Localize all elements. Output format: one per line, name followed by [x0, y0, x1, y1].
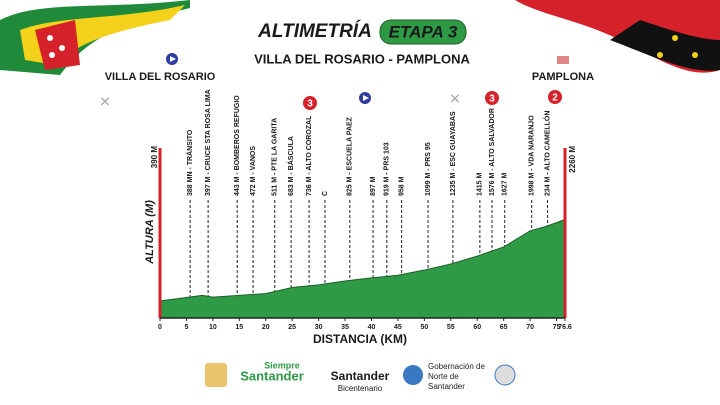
waypoint-label: 511 M - PTE LA GARITA: [272, 118, 279, 196]
logo-text: Bicentenario: [338, 384, 383, 393]
waypoint-label: C: [322, 191, 329, 196]
waypoint-label: 1576 M - ALTO SALVADOR: [489, 108, 496, 196]
waypoint-label: 958 M: [398, 176, 405, 196]
x-tick-label: 60: [473, 324, 481, 331]
waypoint-label: 472 M - VANOS: [250, 146, 257, 196]
x-tick-label: 5: [184, 324, 188, 331]
climb-marker: [485, 91, 499, 105]
x-tick-label: 0: [158, 324, 162, 331]
end-label: 390 M: [150, 146, 159, 169]
badge-bg: [379, 19, 467, 45]
flag-right: [515, 0, 720, 73]
x-tick-label: 30: [315, 324, 323, 331]
waypoint-label: 736 M - ALTO COROZAL: [306, 115, 313, 196]
x-tick-label: 50: [420, 324, 428, 331]
end-label: PAMPLONA: [532, 71, 594, 83]
svg-text:✕: ✕: [449, 91, 461, 107]
logo-text: Siempre: [264, 360, 300, 370]
climb-marker-label: 3: [307, 99, 313, 110]
logos: Siempre Santander Santander Bicentenario…: [205, 360, 516, 393]
climb-marker-label: 3: [489, 94, 495, 105]
logo: [403, 365, 423, 385]
x-tick-label: 40: [368, 324, 376, 331]
waypoint-label: 1099 M - PRS 95: [425, 142, 432, 196]
waypoint-label: 1415 M: [477, 172, 484, 196]
waypoint-label: 1235 M - ESC GUAYABAS: [450, 111, 457, 196]
waypoint-label: 388 MN - TRÁNSITO: [185, 129, 194, 196]
x-tick-label: 10: [209, 324, 217, 331]
x-tick-label: 15: [235, 324, 243, 331]
waypoint-label: 1627 M: [502, 172, 509, 196]
x-tick-label: 65: [500, 324, 508, 331]
x-tick-label: 75: [553, 324, 561, 331]
waypoint-label: 825 M - ESCUELA PAEZ: [347, 116, 354, 196]
badge: ETAPA 3: [389, 22, 458, 41]
waypoint-label: 443 M - BOMBEROS REFUGIO: [234, 95, 241, 196]
climb-marker-label: 2: [552, 93, 558, 104]
finish-icon: [557, 56, 569, 64]
svg-text:✕: ✕: [99, 94, 111, 110]
x-tick-label: 55: [447, 324, 455, 331]
logo: [205, 363, 227, 387]
end-label: 2260 M: [568, 146, 577, 173]
x-tick-label: 35: [341, 324, 349, 331]
flag-left: [0, 0, 190, 75]
climb-marker: [303, 96, 317, 110]
y-axis-label: ALTURA (M): [144, 200, 156, 265]
waypoint-label: 397 M - CRUCE STA ROSA LIMA: [205, 89, 212, 196]
x-tick-label: 76.6: [558, 324, 572, 331]
profile: [159, 218, 566, 319]
logo-text: Santander: [240, 368, 304, 383]
x-tick-label: 70: [526, 324, 534, 331]
x-tick-label: 25: [288, 324, 296, 331]
logo: [494, 364, 516, 386]
climb-marker: [548, 90, 562, 104]
subtitle: VILLA DEL ROSARIO - PAMPLONA: [254, 51, 470, 66]
waypoint-label: 897 M: [370, 176, 377, 196]
title: ALTIMETRÍA: [257, 20, 372, 42]
waypoint-label: 683 M - BÁSCULA: [286, 136, 295, 196]
logo-text: Gobernación de Norte de Santander: [428, 362, 485, 391]
waypoint-label: 1998 M - VDA NARANJO: [529, 115, 536, 196]
logo-text: Santander: [331, 369, 390, 383]
x-tick-label: 45: [394, 324, 402, 331]
x-axis-label: DISTANCIA (KM): [313, 332, 407, 346]
start-label: VILLA DEL ROSARIO: [105, 71, 216, 83]
waypoint-label: 234 M - ALTO CAMELLÓN: [542, 111, 551, 196]
waypoint-label: 919 M - PRS 103: [384, 142, 391, 196]
x-tick-label: 20: [262, 324, 270, 331]
